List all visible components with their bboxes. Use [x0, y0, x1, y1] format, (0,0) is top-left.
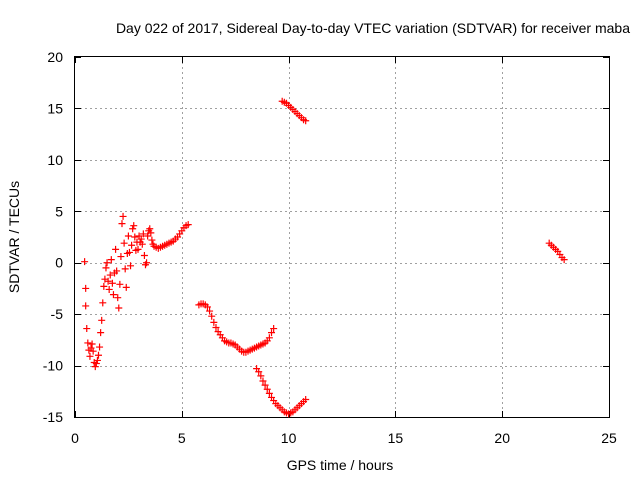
x-tick-label: 0: [71, 430, 79, 446]
data-point: [137, 235, 145, 243]
data-point: [560, 256, 568, 264]
data-point: [103, 259, 111, 267]
data-point: [91, 363, 99, 371]
data-point: [104, 277, 112, 285]
series-midday: [195, 300, 278, 356]
x-axis-label: GPS time / hours: [287, 457, 394, 473]
data-point: [131, 233, 139, 241]
data-point: [140, 252, 148, 260]
series-early-morning: [81, 212, 192, 371]
data-point: [86, 352, 94, 360]
data-point: [208, 312, 216, 320]
data-point: [100, 282, 108, 290]
data-point: [113, 267, 121, 275]
data-point: [96, 343, 104, 351]
data-point: [108, 279, 116, 287]
x-tick-label: 5: [178, 430, 186, 446]
y-tick-label: -5: [51, 306, 64, 322]
data-point: [134, 245, 142, 253]
data-point: [146, 225, 154, 233]
x-tick-label: 15: [388, 430, 404, 446]
y-tick-label: -15: [43, 409, 63, 425]
data-point: [257, 372, 265, 380]
data-point: [84, 339, 92, 347]
data-point: [114, 294, 122, 302]
data-point: [184, 221, 192, 229]
data-point: [118, 220, 126, 228]
data-point: [117, 253, 125, 261]
data-point: [268, 329, 276, 337]
data-points: [81, 97, 568, 418]
y-tick-label: 5: [55, 203, 63, 219]
data-point: [106, 271, 114, 279]
data-point: [130, 222, 138, 230]
data-point: [83, 325, 91, 333]
data-point: [122, 283, 130, 291]
data-point: [210, 318, 218, 326]
series-late-evening: [545, 239, 568, 264]
data-point: [259, 377, 267, 385]
data-point: [81, 258, 89, 266]
data-point: [147, 229, 155, 237]
data-point: [93, 356, 101, 364]
data-point: [112, 245, 120, 253]
data-point: [129, 225, 137, 233]
data-point: [139, 230, 147, 238]
data-point: [98, 316, 106, 324]
x-tick-label: 20: [494, 430, 510, 446]
data-point: [121, 265, 129, 273]
y-tick-label: 20: [47, 49, 63, 65]
data-point: [143, 259, 151, 267]
y-tick-label: 0: [55, 255, 63, 271]
data-point: [270, 325, 278, 333]
data-point: [203, 303, 211, 311]
data-point: [97, 329, 105, 337]
data-point: [115, 304, 123, 312]
data-point: [263, 385, 271, 393]
data-point: [148, 236, 156, 244]
x-tick-label: 25: [601, 430, 617, 446]
plot-frame: [74, 56, 610, 418]
data-point: [265, 334, 273, 342]
y-tick-label: -10: [43, 358, 63, 374]
data-point: [302, 117, 310, 125]
data-point: [206, 307, 214, 315]
data-point: [212, 324, 220, 332]
data-point: [125, 248, 133, 256]
data-point: [109, 291, 117, 299]
data-point: [116, 280, 124, 288]
data-point: [120, 239, 128, 247]
data-point: [302, 396, 310, 404]
y-tick-label: 10: [47, 152, 63, 168]
data-point: [144, 232, 152, 240]
data-point: [261, 381, 269, 389]
chart-title: Day 022 of 2017, Sidereal Day-to-day VTE…: [116, 20, 630, 36]
data-point: [92, 360, 100, 368]
data-point: [82, 302, 90, 310]
data-point: [102, 264, 110, 272]
data-point: [99, 299, 107, 307]
data-point: [119, 212, 127, 220]
data-point: [89, 347, 97, 355]
grid: [75, 57, 609, 417]
series-afternoon-high: [278, 97, 310, 125]
data-point: [128, 241, 136, 249]
data-point: [265, 389, 273, 397]
y-axis-label: SDTVAR / TECUs: [6, 181, 22, 293]
y-tick-label: 15: [47, 100, 63, 116]
x-tick-label: 10: [281, 430, 297, 446]
data-point: [82, 284, 90, 292]
axis-ticks: 0 5 10 15 20 25 -15 -10 -5 0 5 10 15 20: [43, 49, 617, 446]
data-point: [88, 340, 96, 348]
data-point: [94, 351, 102, 359]
data-point: [105, 285, 113, 293]
data-point: [138, 240, 146, 248]
data-point: [255, 368, 263, 376]
series-afternoon-low: [253, 365, 310, 418]
data-point: [127, 262, 135, 270]
data-point: [124, 232, 132, 240]
data-point: [107, 256, 115, 264]
